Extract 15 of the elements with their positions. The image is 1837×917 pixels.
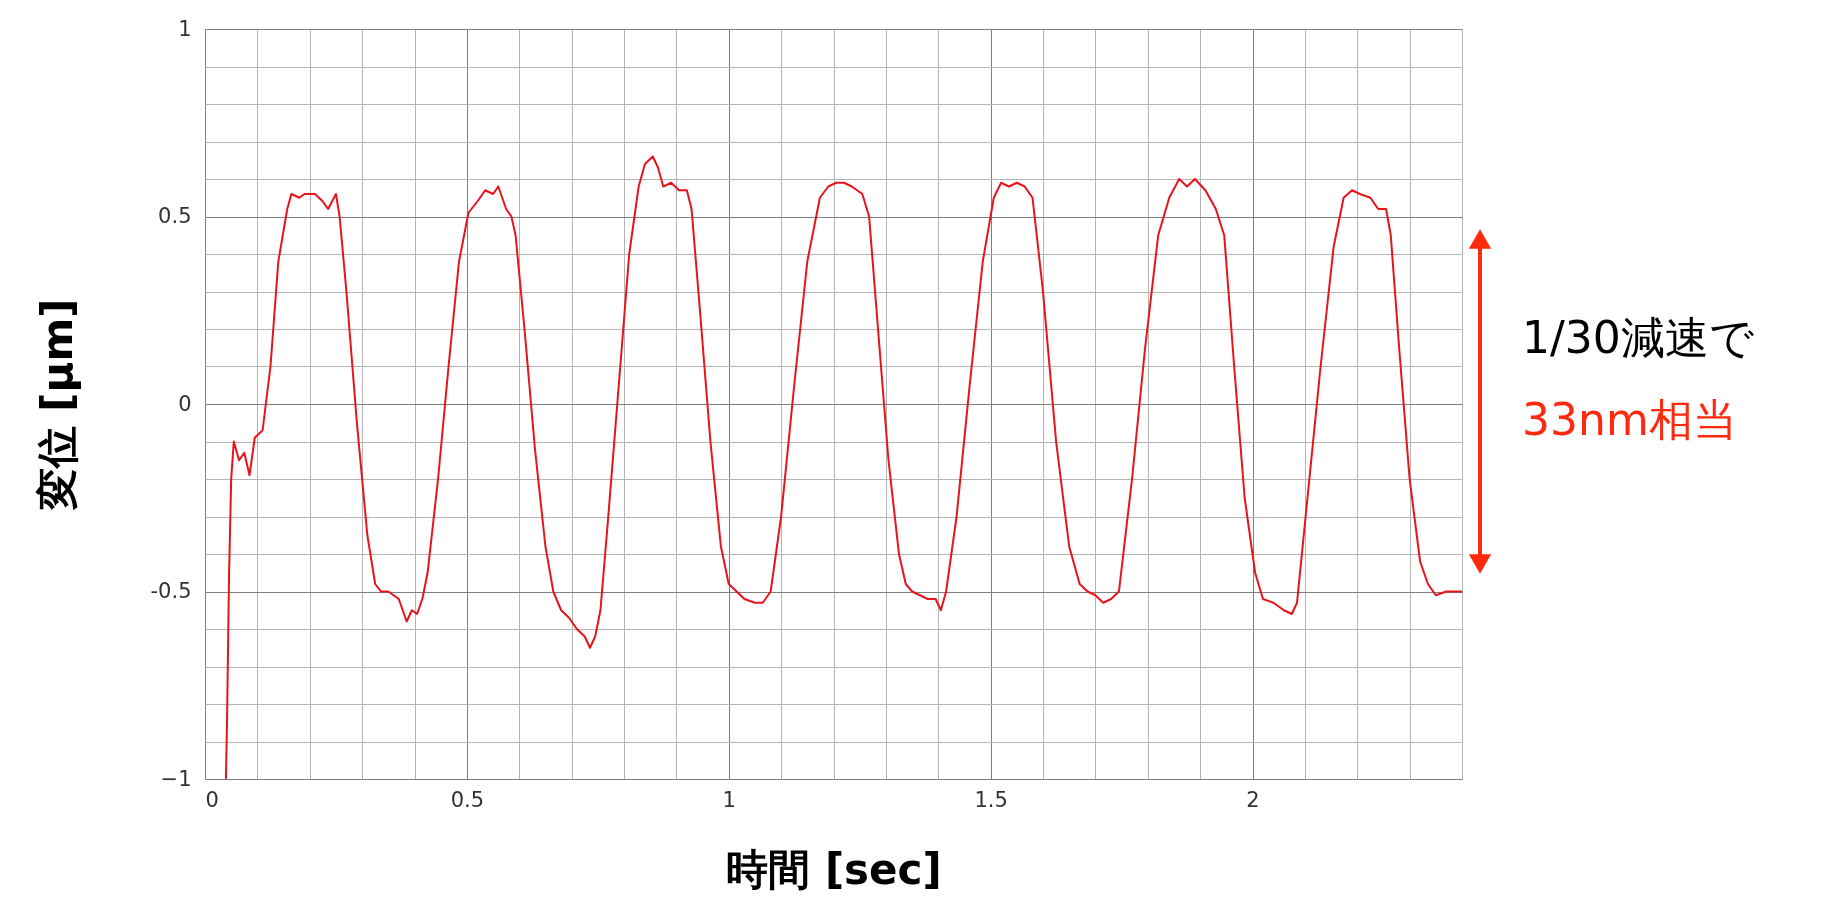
x-tick-label: 1.5 — [974, 787, 1008, 812]
text: 33nm相当 — [1522, 394, 1737, 445]
x-axis-title: 時間 [sec] — [726, 844, 942, 894]
y-axis-title: 変位 [μm] — [32, 298, 82, 512]
y-tick-label: 0.5 — [158, 204, 192, 228]
y-tick-label: -0.5 — [150, 579, 192, 603]
x-tick-label: 1 — [722, 787, 736, 812]
text: 1/30減速で — [1522, 312, 1754, 363]
line-series — [224, 155, 1462, 779]
x-tick-label: 0.5 — [450, 787, 485, 812]
x-tick-label: 0 — [205, 787, 219, 812]
y-tick-label: 0 — [178, 391, 192, 416]
x-tick-label: 2 — [1246, 787, 1260, 812]
y-tick-label: 1 — [178, 16, 192, 41]
y-tick-label: −1 — [160, 766, 192, 791]
